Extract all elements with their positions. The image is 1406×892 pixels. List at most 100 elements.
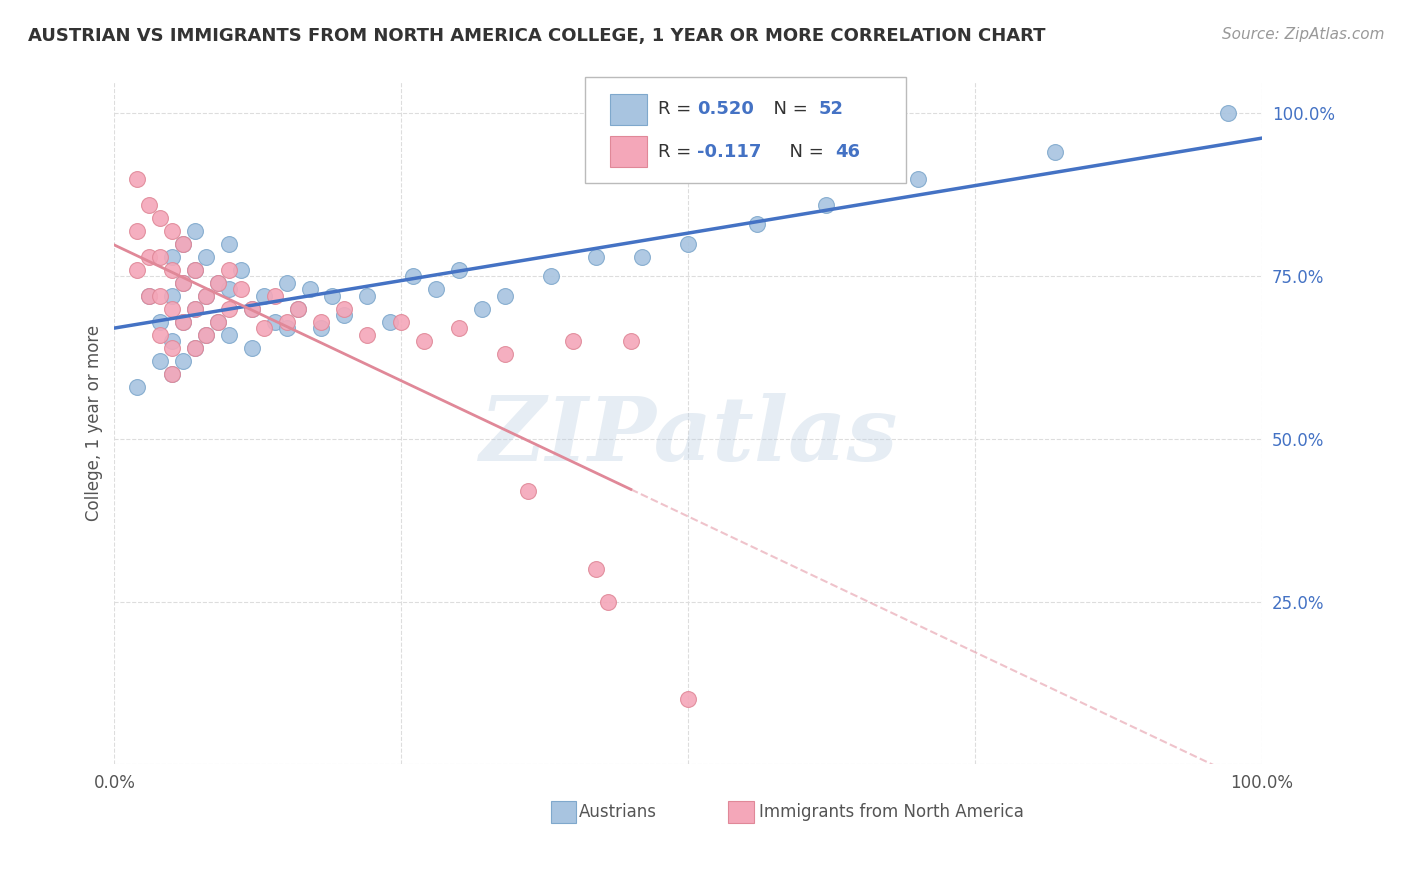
Point (160, 224, 183, 238)
Point (298, 282, 321, 296)
Point (585, 562, 607, 576)
Point (596, 595, 619, 609)
Text: N =: N = (762, 100, 813, 119)
FancyBboxPatch shape (728, 801, 754, 823)
Y-axis label: College, 1 year or more: College, 1 year or more (86, 325, 103, 521)
Point (447, 262, 470, 277)
Point (252, 321, 274, 335)
Point (160, 301, 183, 316)
Point (195, 289, 218, 303)
FancyBboxPatch shape (551, 801, 576, 823)
Text: 46: 46 (835, 143, 860, 161)
Text: 0.520: 0.520 (697, 100, 754, 119)
Point (264, 315, 287, 329)
Point (207, 276, 229, 290)
Point (184, 262, 207, 277)
FancyBboxPatch shape (610, 136, 647, 167)
Point (160, 341, 183, 355)
Point (425, 282, 447, 296)
Point (138, 289, 160, 303)
Point (149, 315, 172, 329)
Point (149, 211, 172, 225)
Point (240, 301, 263, 316)
Text: 52: 52 (820, 100, 844, 119)
Point (745, 217, 768, 231)
Point (149, 327, 172, 342)
Point (356, 327, 378, 342)
Text: Austrians: Austrians (579, 804, 657, 822)
Point (160, 367, 183, 381)
Point (127, 171, 149, 186)
Point (389, 315, 412, 329)
Point (172, 236, 194, 251)
Point (229, 282, 252, 296)
Point (184, 301, 207, 316)
Text: R =: R = (658, 143, 697, 161)
Point (160, 367, 183, 381)
Point (321, 289, 343, 303)
Point (172, 276, 194, 290)
Point (207, 315, 229, 329)
Text: Immigrants from North America: Immigrants from North America (759, 804, 1024, 822)
Point (240, 301, 263, 316)
Point (149, 250, 172, 264)
Point (620, 334, 643, 349)
Point (240, 341, 263, 355)
Point (1045, 145, 1067, 160)
Point (184, 224, 207, 238)
Point (494, 347, 516, 361)
Point (287, 301, 309, 316)
Point (138, 197, 160, 211)
Point (676, 692, 699, 706)
Point (195, 250, 218, 264)
Point (229, 262, 252, 277)
Point (138, 250, 160, 264)
Point (207, 276, 229, 290)
Point (195, 327, 218, 342)
Point (218, 236, 240, 251)
Point (814, 197, 837, 211)
Point (562, 334, 585, 349)
Point (276, 321, 298, 335)
Point (149, 289, 172, 303)
Point (218, 262, 240, 277)
Point (195, 289, 218, 303)
Point (378, 315, 401, 329)
Text: AUSTRIAN VS IMMIGRANTS FROM NORTH AMERICA COLLEGE, 1 YEAR OR MORE CORRELATION CH: AUSTRIAN VS IMMIGRANTS FROM NORTH AMERIC… (28, 27, 1046, 45)
Text: ZIPatlas: ZIPatlas (479, 393, 897, 480)
Point (172, 276, 194, 290)
Point (309, 321, 332, 335)
Point (127, 380, 149, 394)
Point (160, 289, 183, 303)
Point (287, 301, 309, 316)
Point (218, 301, 240, 316)
Point (172, 315, 194, 329)
Point (333, 308, 356, 322)
Point (676, 236, 699, 251)
Point (907, 171, 929, 186)
Point (160, 250, 183, 264)
Point (276, 315, 298, 329)
Point (184, 301, 207, 316)
Point (138, 289, 160, 303)
Point (172, 315, 194, 329)
Point (1216, 106, 1239, 120)
Point (195, 327, 218, 342)
Point (631, 250, 654, 264)
Point (184, 262, 207, 277)
Point (333, 301, 356, 316)
Point (516, 483, 538, 498)
Point (471, 301, 494, 316)
Point (218, 327, 240, 342)
Point (585, 250, 607, 264)
Point (127, 262, 149, 277)
Point (252, 289, 274, 303)
Text: R =: R = (658, 100, 697, 119)
Point (276, 276, 298, 290)
Point (160, 334, 183, 349)
Text: -0.117: -0.117 (697, 143, 762, 161)
Text: Source: ZipAtlas.com: Source: ZipAtlas.com (1222, 27, 1385, 42)
Point (172, 353, 194, 368)
Point (494, 289, 516, 303)
Point (218, 282, 240, 296)
